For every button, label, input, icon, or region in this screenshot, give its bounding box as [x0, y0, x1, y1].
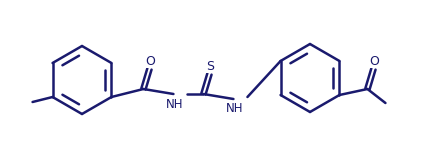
Text: O: O [145, 55, 156, 67]
Text: NH: NH [166, 97, 183, 111]
Text: NH: NH [226, 102, 243, 116]
Text: O: O [369, 55, 380, 67]
Text: S: S [207, 60, 215, 72]
